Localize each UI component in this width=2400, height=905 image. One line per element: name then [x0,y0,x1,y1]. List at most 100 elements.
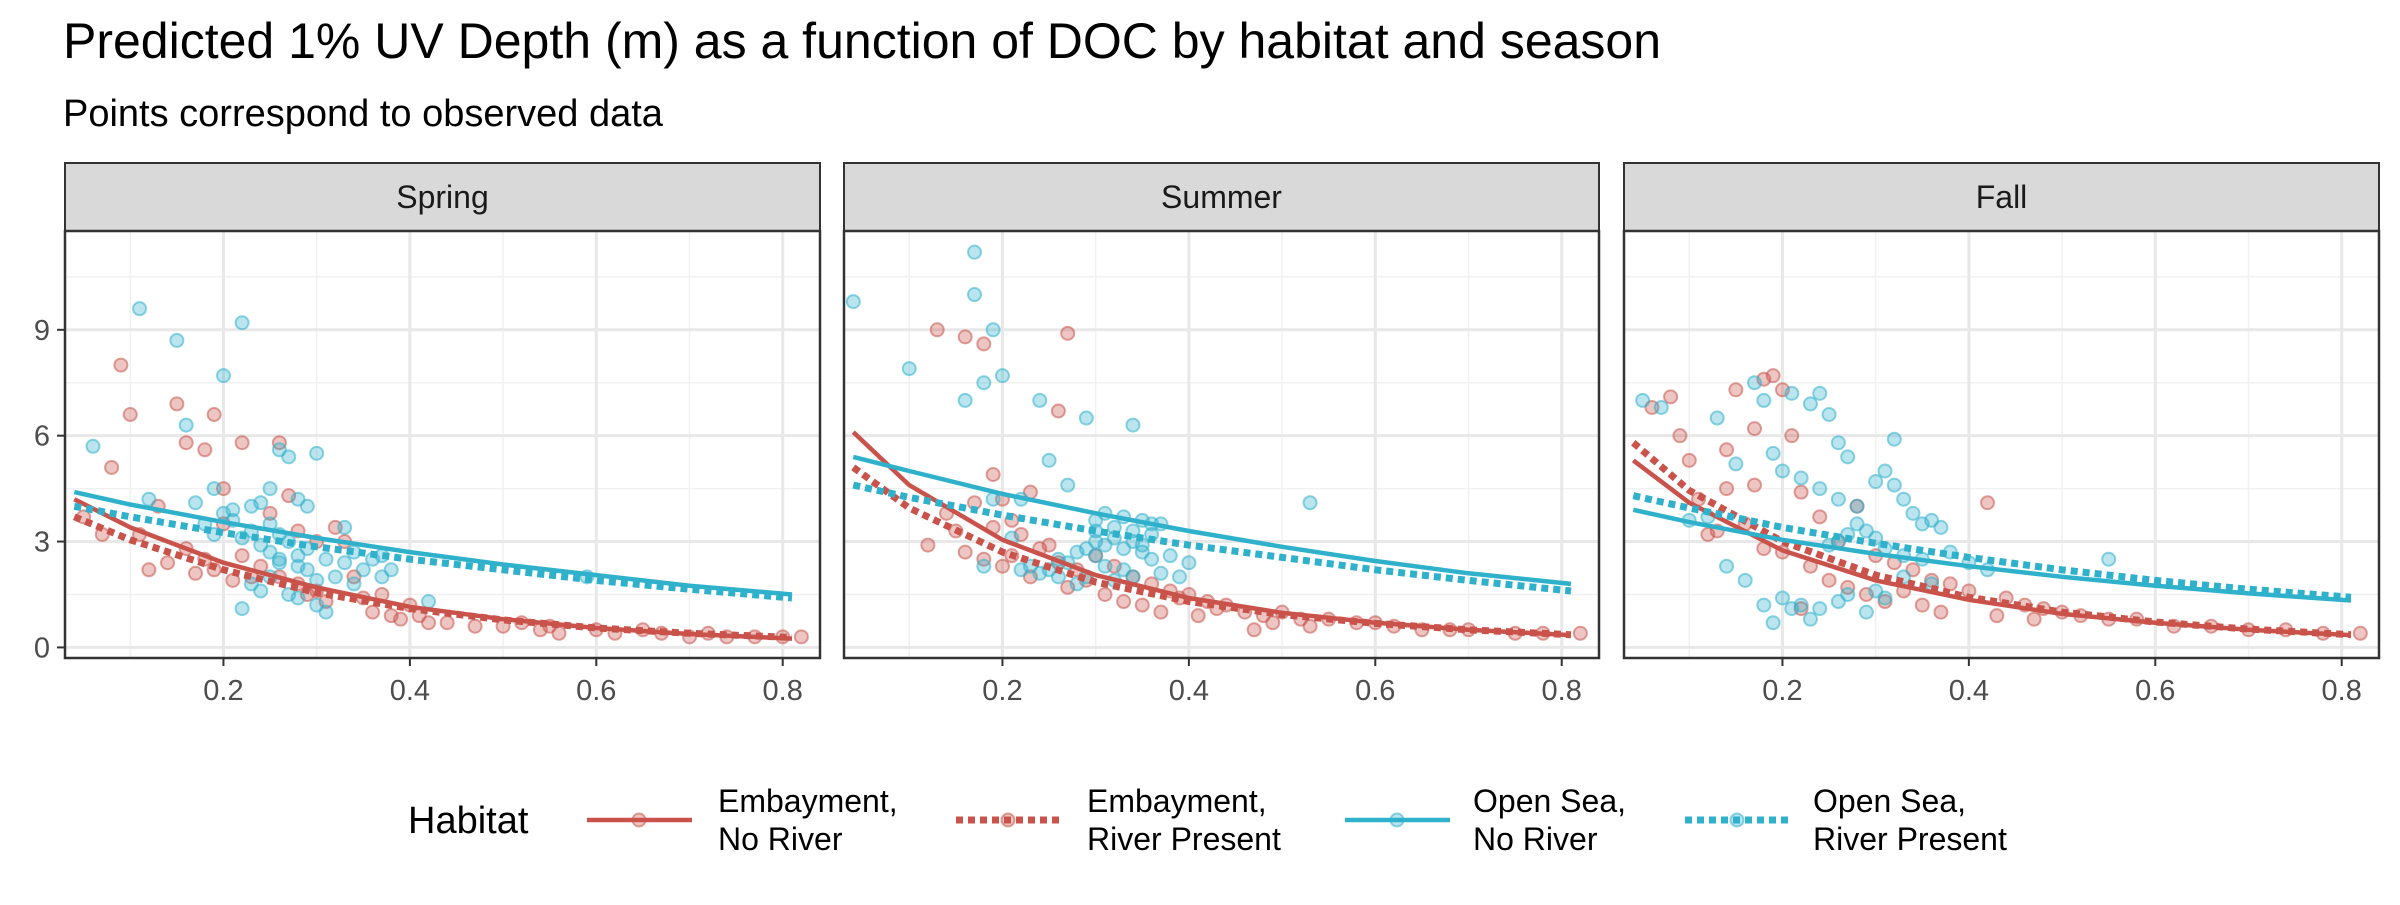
panel-fall: Fall 0.2 0.4 0.6 0.8 [1622,162,2381,707]
data-point [1097,558,1113,574]
legend-label-line2: No River [1473,821,1598,857]
data-point [1774,590,1790,606]
facet-panels: Spring 0.2 0.4 0.6 0.8 0 3 6 9 Summer 0.2 0.4 0.6 0.8… [34,162,2381,707]
data-point [1060,325,1076,341]
data-point [1802,611,1818,627]
data-point [1784,601,1800,617]
data-point [1784,428,1800,444]
data-point [113,357,129,373]
data-point [1719,442,1735,458]
legend-label-line1: Open Sea, [1813,783,1966,819]
x-tick-label: 0.4 [1169,675,1209,707]
x-tick-label: 0.6 [1355,675,1395,707]
data-point [383,562,399,578]
data-point [1709,410,1725,426]
data-point [1181,555,1197,571]
panel-spring: Spring 0.2 0.4 0.6 0.8 0 3 6 9 [34,162,822,707]
data-point [299,498,315,514]
data-point [346,576,362,592]
data-point [1728,456,1744,472]
data-point [290,558,306,574]
data-point [1032,565,1048,581]
data-point [206,407,222,423]
fit-line-open-sea-no-river-spring [73,489,793,597]
data-point [337,555,353,571]
data-point [85,438,101,454]
data-point [1153,565,1169,581]
fit-line-embayment-river-present-summer [851,464,1572,639]
data-point [1134,597,1150,613]
legend-label-line2: No River [718,821,843,857]
data-point [1765,368,1781,384]
fit-line-open-sea-river-present-summer [852,481,1572,595]
data-point [985,322,1001,338]
data-point [1793,470,1809,486]
data-point [1821,407,1837,423]
data-point [1746,375,1762,391]
facet-label-summer: Summer [1161,179,1282,215]
data-point [215,368,231,384]
data-point [160,555,176,571]
chart-title: Predicted 1% UV Depth (m) as a function … [63,13,1661,69]
data-point [793,629,809,645]
legend-label-line1: Open Sea, [1473,783,1626,819]
data-point [1802,396,1818,412]
data-point [467,618,483,634]
data-point [234,548,250,564]
plot-area-summer [844,231,1599,658]
data-point [1190,608,1206,624]
data-point [1681,452,1697,468]
data-point [1737,572,1753,588]
fit-line-open-sea-river-present-spring [73,502,793,602]
data-point [1653,399,1669,415]
data-point [2026,611,2042,627]
data-point [1774,463,1790,479]
data-point [1013,562,1029,578]
data-point [234,435,250,451]
facet-label-fall: Fall [1976,179,2028,215]
data-point [1896,491,1912,507]
data-point [1125,417,1141,433]
data-point [1849,516,1865,532]
data-point [1246,622,1262,638]
data-point [1812,385,1828,401]
data-point [318,551,334,567]
facet-label-spring: Spring [396,179,489,215]
data-point [1302,495,1318,511]
data-point [141,491,157,507]
data-point [271,555,287,571]
data-point [290,590,306,606]
data-point [365,604,381,620]
data-point [393,611,409,627]
data-point [215,505,231,521]
y-tick-label: 6 [34,421,50,453]
data-point [141,562,157,578]
data-point [1719,481,1735,497]
panel-border-summer [842,229,1601,660]
data-point [2101,551,2117,567]
data-point [1041,537,1057,553]
data-point [281,449,297,465]
legend-label-line2: River Present [1813,821,2007,857]
data-point [1060,477,1076,493]
data-point [957,544,973,560]
data-point [1980,495,1996,511]
data-point [1877,590,1893,606]
legend-key-point [1389,812,1405,828]
data-point [1672,428,1688,444]
data-point [1719,558,1735,574]
data-point [957,329,973,345]
data-point [327,569,343,585]
data-point [262,544,278,560]
data-point [966,244,982,260]
data-point [845,294,861,310]
data-point [318,604,334,620]
data-point [1756,597,1772,613]
grid-summer [844,231,1599,658]
data-point [1812,481,1828,497]
legend-key-point [1000,812,1016,828]
data-point [1812,509,1828,525]
panel-border-fall [1622,229,2381,660]
